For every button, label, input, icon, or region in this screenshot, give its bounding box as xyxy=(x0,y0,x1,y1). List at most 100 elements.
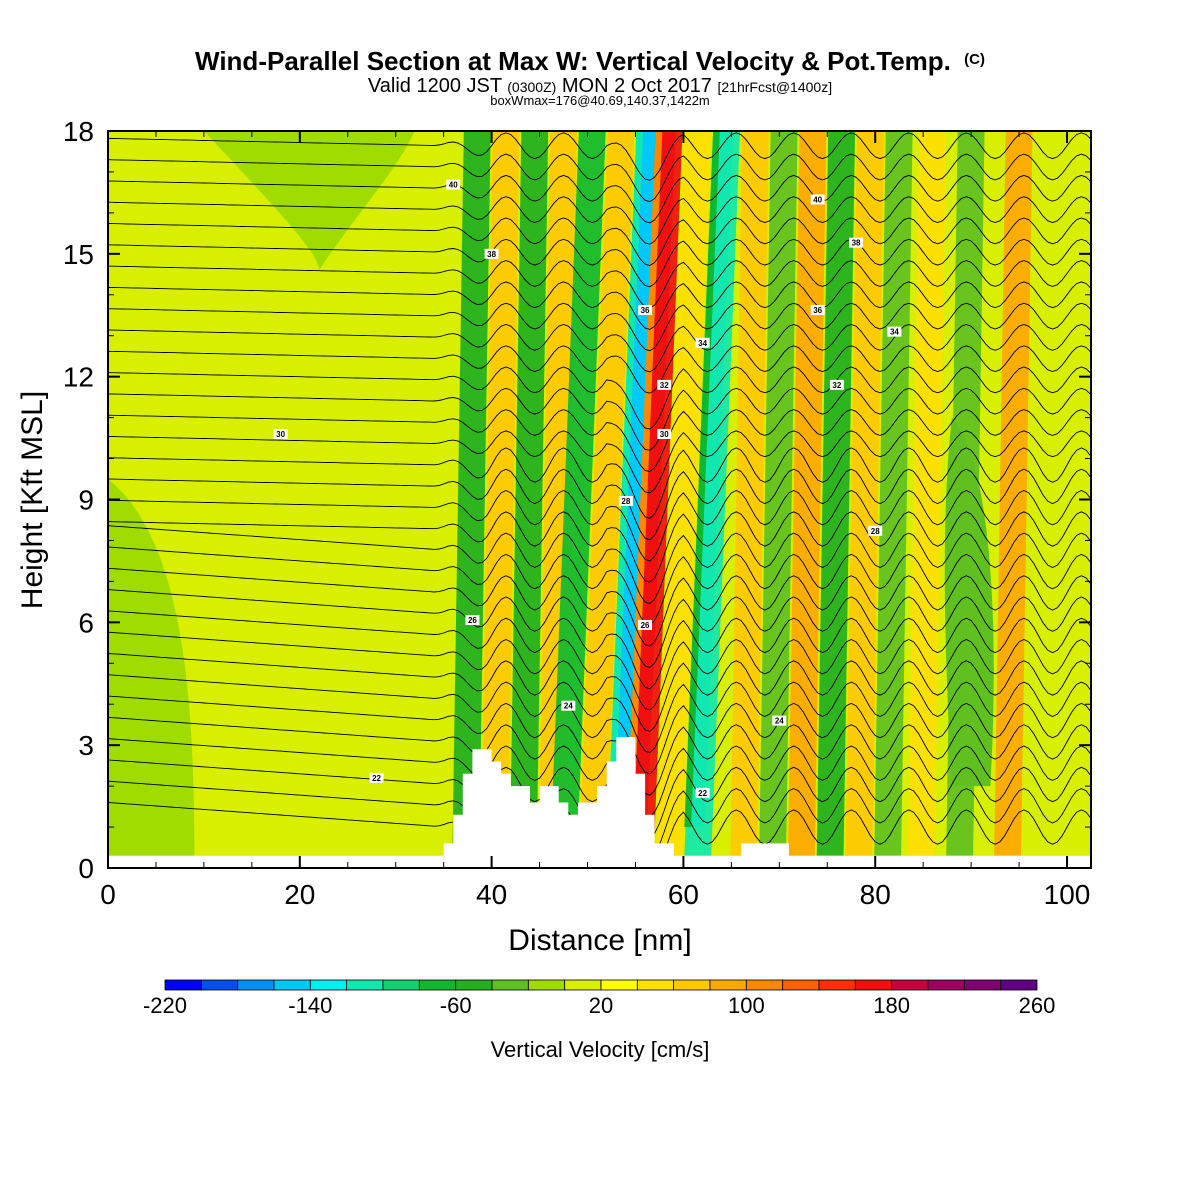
contour-label-bg xyxy=(657,428,672,439)
colorbar-tick-label: 260 xyxy=(1019,993,1056,1018)
colorbar-swatch xyxy=(309,979,348,991)
subtitle-fcst: [21hrFcst@1400z] xyxy=(717,79,832,95)
contour-label-bg xyxy=(446,179,461,190)
theta-contour-line xyxy=(108,345,1091,394)
theta-contour-line xyxy=(108,653,1091,732)
colorbar-swatch xyxy=(963,979,1002,991)
x-tick-label: 100 xyxy=(1044,879,1091,910)
contour-label-bg xyxy=(484,248,499,259)
plot-area: 22 22 24 24 26 26 28 28 30 30 32 32 34 34 36 36 38 38 40 40 xyxy=(108,131,1091,868)
colorbar-swatch xyxy=(854,979,893,991)
colorbar-tick-label: -140 xyxy=(288,993,332,1018)
velocity-band xyxy=(509,131,549,856)
velocity-band xyxy=(946,131,985,856)
theta-contour-line xyxy=(108,324,1091,373)
theta-contour-line xyxy=(108,546,1091,626)
subtitle-utc: (0300Z) xyxy=(507,79,556,95)
colorbar-swatch xyxy=(200,979,239,991)
contour-label: 22 xyxy=(698,789,707,798)
contour-label-bg xyxy=(369,772,384,783)
y-tick-label: 12 xyxy=(63,362,94,393)
y-axis-title: Height [Kft MSL] xyxy=(16,391,49,609)
contour-label-bg xyxy=(638,619,653,630)
contour-label: 38 xyxy=(487,250,496,259)
colorbar-swatch xyxy=(164,979,202,991)
velocity-band xyxy=(452,131,491,856)
colorbar-swatch xyxy=(346,979,384,991)
colorbar-tick-label: 100 xyxy=(728,993,765,1018)
chart-subtitle-2: boxWmax=176@40.69,140.37,1422m xyxy=(490,93,710,108)
contour-label: 34 xyxy=(890,328,899,337)
low-velocity-zone xyxy=(203,131,415,271)
contour-label: 36 xyxy=(641,306,650,315)
x-tick-label: 40 xyxy=(476,879,507,910)
colorbar-swatch xyxy=(564,979,602,991)
theta-contour-line xyxy=(108,430,1091,494)
theta-contour-line xyxy=(108,511,1091,583)
contour-label: 40 xyxy=(813,195,822,204)
colorbar-tick-label: 20 xyxy=(589,993,613,1018)
colorbar-swatch xyxy=(1000,979,1038,991)
contour-label-bg xyxy=(810,194,825,205)
colorbar-swatch xyxy=(636,979,675,991)
colorbar-swatch xyxy=(237,979,275,991)
velocity-band xyxy=(550,131,606,856)
contour-label-bg xyxy=(829,379,844,390)
subtitle-main: Valid 1200 JST xyxy=(368,75,502,97)
x-tick-label: 20 xyxy=(284,879,315,910)
contour-label: 30 xyxy=(660,430,669,439)
theta-contour-line xyxy=(108,695,1091,775)
contour-label-bg xyxy=(273,428,288,439)
colorbar-tick-label: -60 xyxy=(440,993,472,1018)
contour-label: 36 xyxy=(813,306,822,315)
velocity-band-core xyxy=(691,131,734,828)
theta-contour-line xyxy=(108,132,1091,181)
velocity-band-edge xyxy=(626,131,663,828)
chart-subtitle: Valid 1200 JST (0300Z) MON 2 Oct 2017 [2… xyxy=(368,75,832,97)
contour-label: 22 xyxy=(372,774,381,783)
theta-contour-line xyxy=(108,610,1091,690)
contour-label: 30 xyxy=(276,430,285,439)
theta-contour-line xyxy=(108,196,1091,245)
y-tick-label: 0 xyxy=(78,853,94,884)
contour-label: 26 xyxy=(641,621,650,630)
colorbar-swatch xyxy=(382,979,420,991)
contour-label-bg xyxy=(695,787,710,798)
velocity-band-edge xyxy=(607,131,644,828)
contour-label: 38 xyxy=(852,239,861,248)
theta-contour-line xyxy=(108,409,1091,473)
colorbar-swatch xyxy=(927,979,965,991)
colorbar-swatch xyxy=(891,979,929,991)
theta-contour-line xyxy=(108,260,1091,309)
x-tick-label: 80 xyxy=(860,879,891,910)
colorbar-swatch xyxy=(818,979,856,991)
contour-label: 28 xyxy=(871,527,880,536)
contour-label-bg xyxy=(887,326,902,337)
contour-label: 24 xyxy=(775,717,784,726)
colorbar-swatch xyxy=(600,979,638,991)
contour-label: 32 xyxy=(832,381,841,390)
contour-label-bg xyxy=(849,237,864,248)
theta-contour-line xyxy=(108,174,1091,224)
subtitle-date: MON 2 Oct 2017 xyxy=(562,75,712,97)
theta-contour-line xyxy=(108,387,1091,451)
theta-contour-line xyxy=(108,281,1091,330)
theta-contour-line xyxy=(108,490,1091,562)
contour-label: 26 xyxy=(468,616,477,625)
theta-contour-line xyxy=(108,447,1091,519)
velocity-band xyxy=(845,131,884,856)
theta-contour-line xyxy=(108,631,1091,711)
contour-label-bg xyxy=(618,495,633,506)
y-tick-label: 3 xyxy=(78,730,94,761)
y-tick-label: 15 xyxy=(63,239,94,270)
chart-title: Wind-Parallel Section at Max W: Vertical… xyxy=(195,46,985,76)
velocity-band-core xyxy=(633,131,676,828)
colorbar-swatch xyxy=(745,979,784,991)
colorbar-swatch xyxy=(527,979,566,991)
velocity-band xyxy=(816,131,856,856)
theta-contour-line xyxy=(108,468,1091,541)
contour-label-bg xyxy=(465,614,480,625)
velocity-band xyxy=(994,131,1033,856)
theta-contours: 22 22 24 24 26 26 28 28 30 30 32 32 34 34 36 36 38 38 40 40 xyxy=(108,132,1091,868)
theta-contour-line xyxy=(108,738,1091,818)
